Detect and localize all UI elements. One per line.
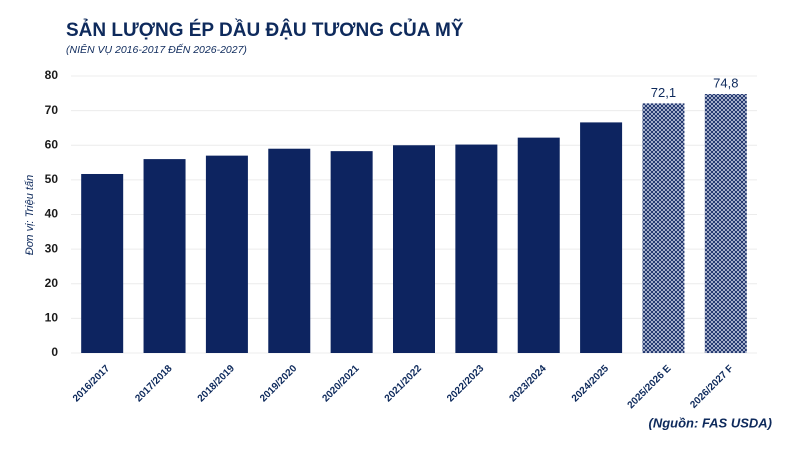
bar bbox=[455, 144, 498, 353]
bar bbox=[393, 145, 435, 353]
x-tick-label: 2019/2020 bbox=[258, 363, 300, 405]
y-tick-label: 40 bbox=[45, 207, 59, 221]
value-label: 74,8 bbox=[713, 75, 738, 90]
x-tick-label: 2022/2023 bbox=[445, 363, 487, 405]
bar bbox=[205, 155, 248, 353]
x-tick-label: 2016/2017 bbox=[71, 363, 113, 405]
chart-title: SẢN LƯỢNG ÉP DẦU ĐẬU TƯƠNG CỦA MỸ bbox=[66, 19, 464, 41]
bar bbox=[268, 148, 311, 353]
value-label: 72,1 bbox=[651, 85, 676, 100]
y-tick-label: 60 bbox=[45, 137, 59, 151]
y-tick-label: 10 bbox=[45, 311, 59, 325]
bar bbox=[330, 151, 373, 353]
x-tick-label: 2018/2019 bbox=[196, 363, 238, 405]
bar bbox=[517, 137, 560, 353]
x-tick-label: 2023/2024 bbox=[508, 363, 550, 405]
x-tick-label: 2025/2026 E bbox=[626, 363, 674, 411]
x-tick-label: 2024/2025 bbox=[570, 363, 612, 405]
chart-subtitle: (NIÊN VỤ 2016-2017 ĐẾN 2026-2027) bbox=[66, 43, 247, 56]
y-tick-label: 0 bbox=[51, 345, 58, 359]
y-tick-label: 80 bbox=[45, 68, 59, 82]
y-tick-label: 70 bbox=[45, 103, 59, 117]
y-axis-label: Đơn vị: Triệu tấn bbox=[24, 175, 36, 255]
x-tick-label: 2017/2018 bbox=[133, 363, 175, 405]
source-note: (Nguồn: FAS USDA) bbox=[649, 415, 772, 430]
x-tick-label: 2021/2022 bbox=[383, 363, 425, 405]
bar bbox=[81, 173, 124, 353]
bar bbox=[704, 94, 747, 353]
y-tick-label: 30 bbox=[45, 241, 59, 255]
x-tick-label: 2020/2021 bbox=[320, 363, 362, 405]
y-tick-label: 20 bbox=[45, 276, 59, 290]
bar bbox=[143, 159, 186, 353]
y-tick-label: 50 bbox=[45, 172, 59, 186]
bar bbox=[580, 122, 623, 354]
bar bbox=[642, 103, 685, 353]
x-tick-label: 2026/2027 F bbox=[688, 363, 735, 410]
